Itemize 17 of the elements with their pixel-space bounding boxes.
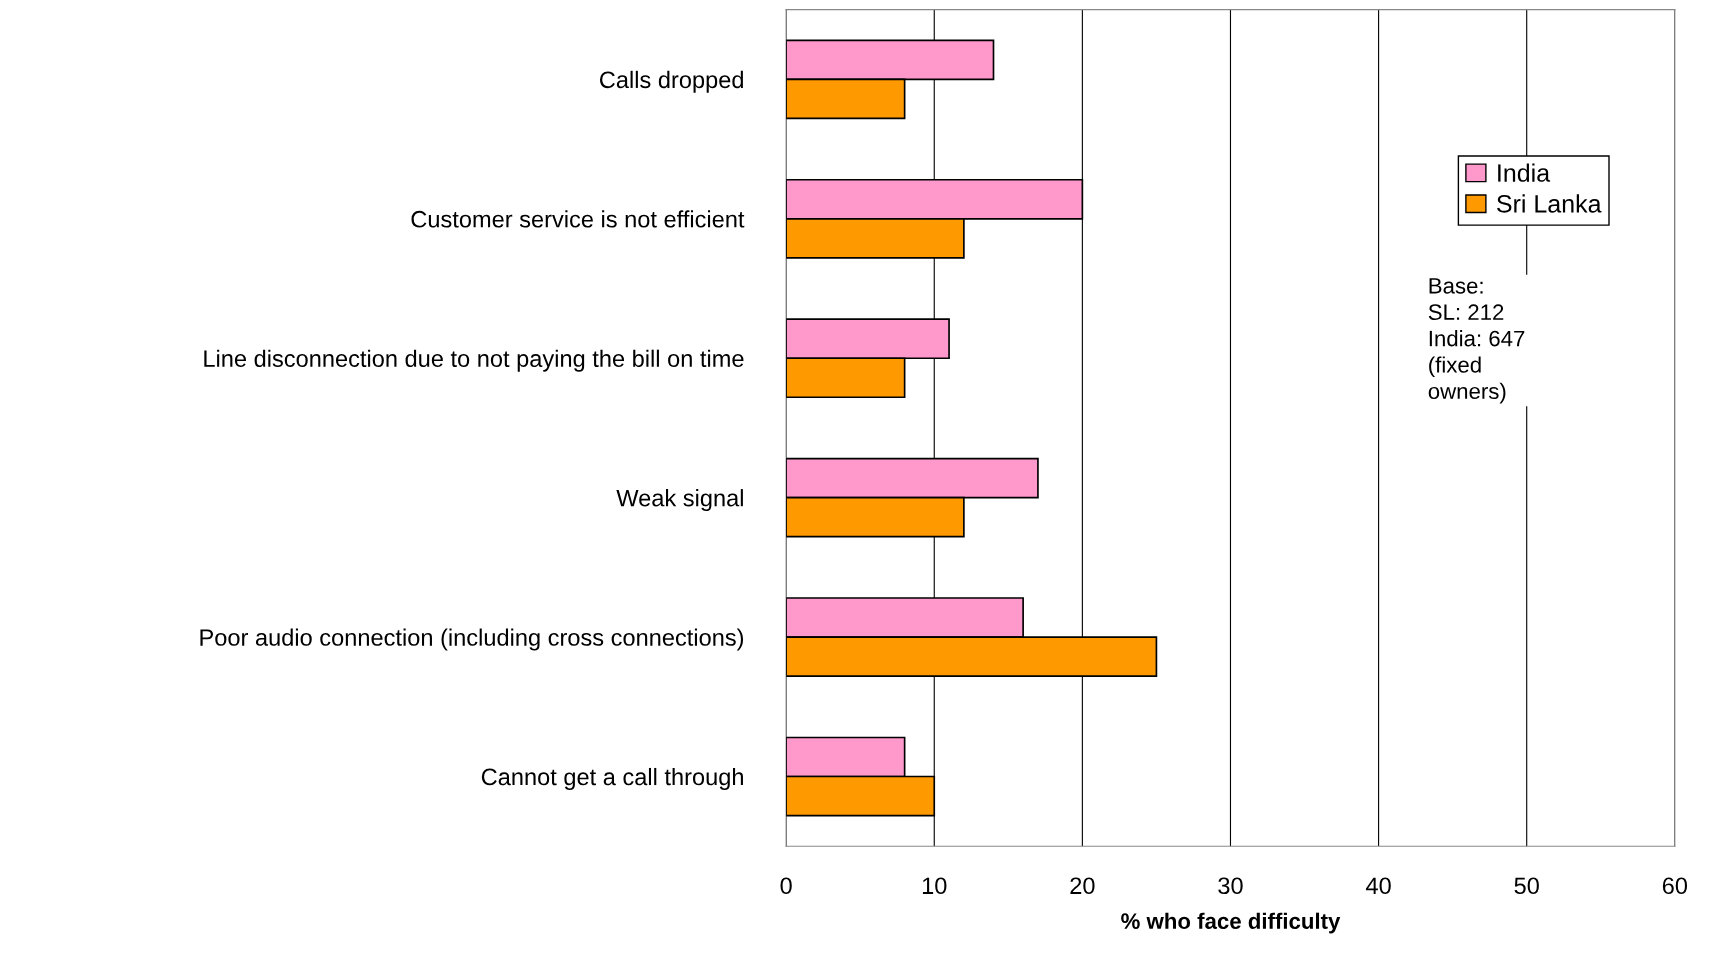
y-tick-label: Line disconnection due to not paying the bill on time: [204, 349, 744, 372]
y-tick-label: Customer service is not efficient: [411, 210, 745, 228]
y-tick-label: Weak signal: [616, 489, 743, 512]
x-tick-label: 20: [1070, 877, 1095, 895]
y-tick-label: Cannot get a call through: [481, 767, 743, 790]
x-tick-label: 60: [1662, 877, 1688, 895]
x-axis-title: % who face difficulty: [1121, 912, 1341, 934]
y-tick-label: Poor audio connection (including cross connections): [200, 628, 744, 651]
x-tick-label: 50: [1514, 877, 1539, 895]
legend-label: India: [1498, 163, 1551, 182]
x-tick-label: 10: [922, 877, 947, 895]
x-tick-label: 0: [780, 877, 792, 895]
x-tick-label: 40: [1366, 877, 1391, 895]
x-tick-label: 30: [1218, 877, 1243, 895]
annotation: Base: SL: 212 India: 647 (fixed owners): [1428, 278, 1525, 404]
y-tick-label: Calls dropped: [599, 70, 743, 93]
legend-label: Sri Lanka: [1497, 194, 1602, 213]
